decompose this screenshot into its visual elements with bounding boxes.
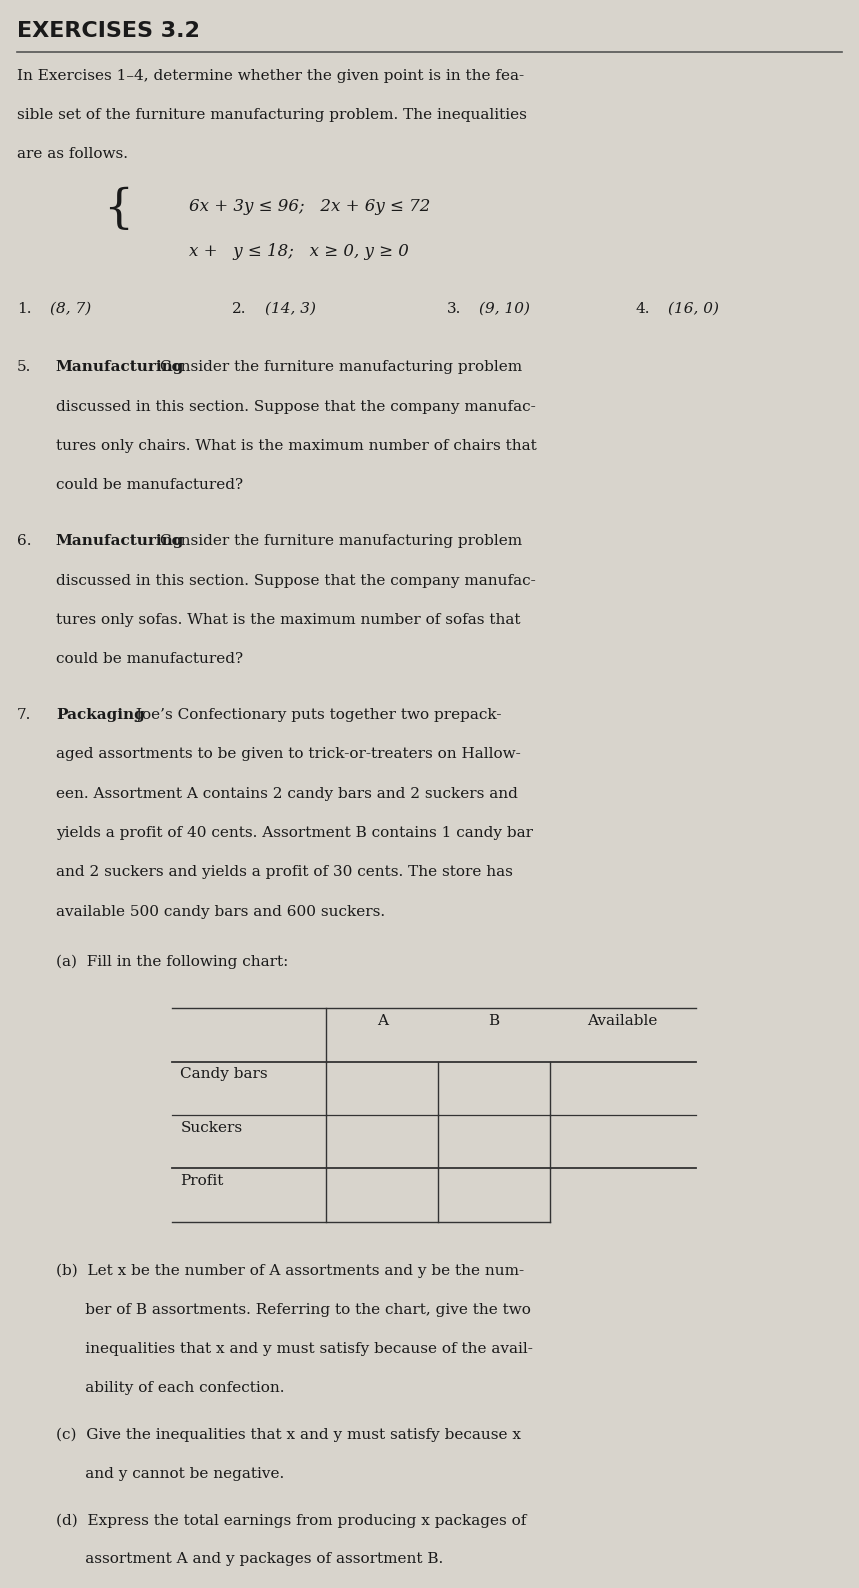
Text: Manufacturing: Manufacturing [56,534,184,548]
Text: Suckers: Suckers [180,1121,242,1134]
Text: (c)  Give the inequalities that x and y must satisfy because x: (c) Give the inequalities that x and y m… [56,1428,521,1442]
Text: 7.: 7. [17,708,32,723]
Text: In Exercises 1–4, determine whether the given point is in the fea-: In Exercises 1–4, determine whether the … [17,68,524,83]
Text: een. Assortment A contains 2 candy bars and 2 suckers and: een. Assortment A contains 2 candy bars … [56,786,518,800]
Text: (8, 7): (8, 7) [50,302,91,316]
Text: A: A [377,1015,387,1027]
Text: B: B [489,1015,499,1027]
Text: tures only chairs. What is the maximum number of chairs that: tures only chairs. What is the maximum n… [56,438,537,453]
Text: (d)  Express the total earnings from producing x packages of: (d) Express the total earnings from prod… [56,1513,527,1528]
Text: and y cannot be negative.: and y cannot be negative. [56,1467,284,1482]
Text: and 2 suckers and yields a profit of 30 cents. The store has: and 2 suckers and yields a profit of 30 … [56,865,513,880]
Text: {: { [103,186,133,232]
Text: Consider the furniture manufacturing problem: Consider the furniture manufacturing pro… [155,534,521,548]
Text: (14, 3): (14, 3) [265,302,315,316]
Text: yields a profit of 40 cents. Assortment B contains 1 candy bar: yields a profit of 40 cents. Assortment … [56,826,533,840]
Text: discussed in this section. Suppose that the company manufac-: discussed in this section. Suppose that … [56,573,535,588]
Text: 6x + 3y ≤ 96;   2x + 6y ≤ 72: 6x + 3y ≤ 96; 2x + 6y ≤ 72 [189,198,430,214]
Text: aged assortments to be given to trick-or-treaters on Hallow-: aged assortments to be given to trick-or… [56,748,521,762]
Text: could be manufactured?: could be manufactured? [56,653,243,665]
Text: could be manufactured?: could be manufactured? [56,478,243,492]
Text: ber of B assortments. Referring to the chart, give the two: ber of B assortments. Referring to the c… [56,1302,531,1316]
Text: 6.: 6. [17,534,32,548]
Text: (b)  Let x be the number of A assortments and y be the num-: (b) Let x be the number of A assortments… [56,1264,524,1278]
Text: Joe’s Confectionary puts together two prepack-: Joe’s Confectionary puts together two pr… [131,708,501,723]
Text: ability of each confection.: ability of each confection. [56,1382,284,1396]
Text: Candy bars: Candy bars [180,1067,268,1081]
Text: Manufacturing: Manufacturing [56,360,184,375]
Text: (9, 10): (9, 10) [479,302,530,316]
Text: discussed in this section. Suppose that the company manufac-: discussed in this section. Suppose that … [56,400,535,414]
Text: are as follows.: are as follows. [17,148,128,162]
Text: EXERCISES 3.2: EXERCISES 3.2 [17,21,200,41]
Text: (a)  Fill in the following chart:: (a) Fill in the following chart: [56,954,289,969]
Text: 1.: 1. [17,302,32,316]
Text: 4.: 4. [636,302,650,316]
Text: assortment A and y packages of assortment B.: assortment A and y packages of assortmen… [56,1553,443,1566]
Text: 2.: 2. [232,302,247,316]
Text: inequalities that x and y must satisfy because of the avail-: inequalities that x and y must satisfy b… [56,1342,533,1356]
Text: (16, 0): (16, 0) [668,302,719,316]
Text: Packaging: Packaging [56,708,144,723]
Text: Available: Available [588,1015,658,1027]
Text: 3.: 3. [447,302,461,316]
Text: sible set of the furniture manufacturing problem. The inequalities: sible set of the furniture manufacturing… [17,108,527,122]
Text: x +   y ≤ 18;   x ≥ 0, y ≥ 0: x + y ≤ 18; x ≥ 0, y ≥ 0 [189,243,409,259]
Text: available 500 candy bars and 600 suckers.: available 500 candy bars and 600 suckers… [56,905,385,918]
Text: Consider the furniture manufacturing problem: Consider the furniture manufacturing pro… [155,360,521,375]
Text: Profit: Profit [180,1174,223,1188]
Text: 5.: 5. [17,360,32,375]
Text: tures only sofas. What is the maximum number of sofas that: tures only sofas. What is the maximum nu… [56,613,521,627]
